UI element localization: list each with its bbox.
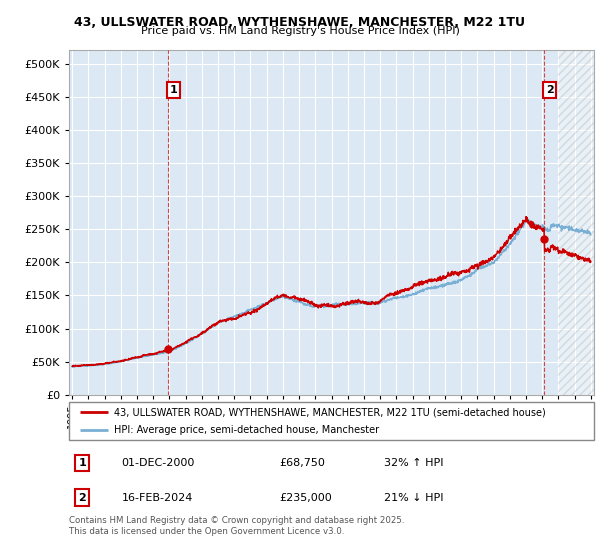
Text: 43, ULLSWATER ROAD, WYTHENSHAWE, MANCHESTER, M22 1TU: 43, ULLSWATER ROAD, WYTHENSHAWE, MANCHES… <box>74 16 526 29</box>
Text: Price paid vs. HM Land Registry's House Price Index (HPI): Price paid vs. HM Land Registry's House … <box>140 26 460 36</box>
Text: Contains HM Land Registry data © Crown copyright and database right 2025.
This d: Contains HM Land Registry data © Crown c… <box>69 516 404 536</box>
Text: 16-FEB-2024: 16-FEB-2024 <box>121 493 193 502</box>
Text: 01-DEC-2000: 01-DEC-2000 <box>121 458 195 468</box>
Text: 2: 2 <box>78 493 86 502</box>
Bar <box>559 50 594 395</box>
FancyBboxPatch shape <box>69 402 594 440</box>
Text: HPI: Average price, semi-detached house, Manchester: HPI: Average price, semi-detached house,… <box>113 424 379 435</box>
Text: 2: 2 <box>546 85 554 95</box>
Text: 21% ↓ HPI: 21% ↓ HPI <box>384 493 443 502</box>
Text: £235,000: £235,000 <box>279 493 332 502</box>
Text: £68,750: £68,750 <box>279 458 325 468</box>
Text: 43, ULLSWATER ROAD, WYTHENSHAWE, MANCHESTER, M22 1TU (semi-detached house): 43, ULLSWATER ROAD, WYTHENSHAWE, MANCHES… <box>113 407 545 417</box>
Bar <box>559 50 594 395</box>
Text: 1: 1 <box>170 85 178 95</box>
Text: 32% ↑ HPI: 32% ↑ HPI <box>384 458 443 468</box>
Text: 1: 1 <box>78 458 86 468</box>
